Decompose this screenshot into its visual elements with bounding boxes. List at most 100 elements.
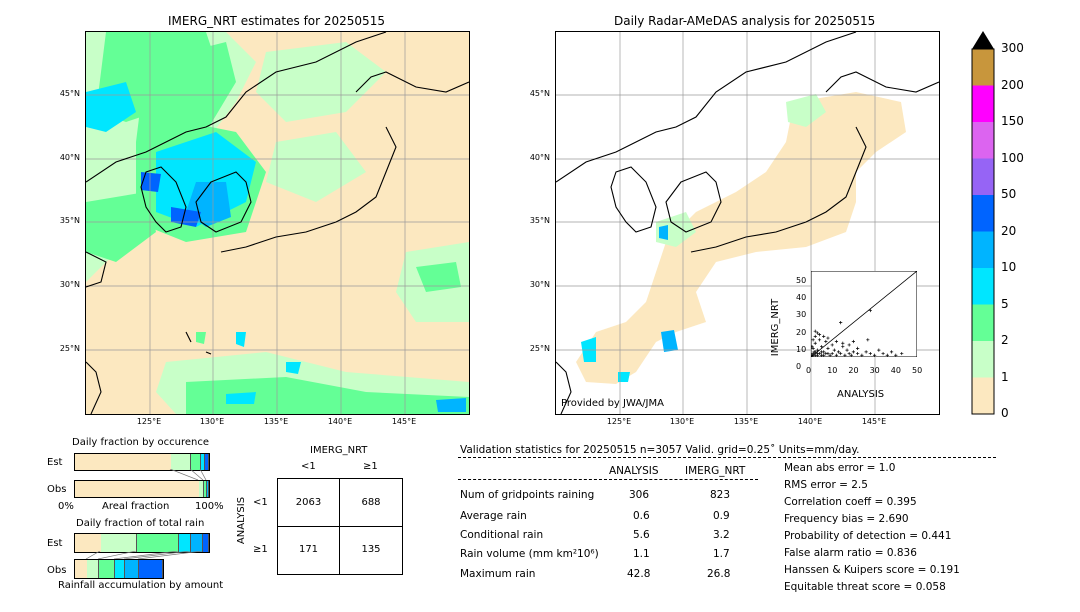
- colorbar: [971, 31, 995, 415]
- cell-01: 688: [361, 497, 381, 508]
- scatter-xtick: 10: [827, 366, 838, 375]
- scatter-point: [830, 351, 834, 356]
- right-lat-45: 45°N: [529, 89, 550, 98]
- row-imerg-1: 0.9: [713, 510, 730, 522]
- left-lon-125: 125°E: [136, 417, 162, 426]
- scatter-point: [826, 351, 830, 356]
- contingency-row-ge1: ≥1: [253, 544, 268, 555]
- scatter-point: [868, 351, 872, 356]
- scatter-point: [815, 348, 819, 352]
- scatter-point: [873, 353, 877, 357]
- left-lon-130: 130°E: [199, 417, 225, 426]
- scatter-point: [811, 338, 815, 342]
- scatter-xtick: 0: [806, 366, 812, 375]
- scatter-point: [811, 345, 814, 349]
- scatter-point: [826, 336, 830, 340]
- colorbar-segment: [972, 231, 994, 268]
- row-analysis-3: 1.1: [633, 548, 650, 560]
- row-analysis-4: 42.8: [627, 568, 651, 580]
- scatter-point: [820, 350, 824, 354]
- scatter-point: [822, 334, 826, 338]
- table-divider: [458, 479, 758, 480]
- grid-lines: [86, 32, 469, 414]
- scatter-ytick: 10: [796, 344, 807, 354]
- row-analysis-2: 5.6: [633, 529, 650, 541]
- scatter-inset: [811, 271, 917, 357]
- colorbar-label: 200: [1001, 77, 1024, 92]
- colorbar-extend-arrow: [972, 31, 994, 49]
- imerg-precip-field: [86, 32, 469, 414]
- left-lat-30: 30°N: [59, 280, 80, 289]
- occurrence-connectors: [169, 469, 207, 480]
- total-est-bar: [74, 533, 210, 553]
- scatter-point: [845, 348, 849, 352]
- contingency-row-title: ANALYSIS: [236, 496, 248, 545]
- colorbar-label: 50: [1001, 187, 1017, 201]
- left-lon-135: 135°E: [263, 417, 289, 426]
- contingency-col-title: IMERG_NRT: [310, 445, 368, 456]
- colorbar-label: 1: [1001, 369, 1009, 384]
- right-lat-25: 25°N: [529, 344, 550, 353]
- right-lon-130: 130°E: [669, 417, 695, 426]
- colorbar-segment: [972, 341, 994, 378]
- row-label-4: Maximum rain: [460, 568, 536, 580]
- total-connectors: [85, 551, 203, 559]
- scatter-point: [813, 350, 817, 354]
- left-lon-145: 145°E: [391, 417, 417, 426]
- scatter-point: [822, 353, 826, 357]
- occurrence-obs-bar: [74, 480, 210, 498]
- scatter-point: [813, 341, 817, 345]
- scatter-point: [841, 341, 845, 345]
- colorbar-segment: [972, 158, 994, 195]
- scatter-point: [843, 353, 847, 357]
- scatter-point: [834, 339, 839, 344]
- row-imerg-3: 1.7: [713, 548, 730, 560]
- scatter-points: [811, 308, 904, 357]
- scatter-point: [815, 351, 819, 356]
- scatter-ytick: 0: [796, 362, 802, 371]
- scatter-point: [817, 333, 822, 337]
- row-label-2: Conditional rain: [460, 529, 544, 541]
- cell-10: 171: [298, 544, 319, 555]
- scatter-point: [824, 339, 828, 344]
- colorbar-segment: [972, 304, 994, 341]
- scatter-point: [839, 321, 843, 325]
- scatter-ytick: 20: [796, 327, 807, 337]
- coastlines: [86, 32, 469, 414]
- cell-11: 135: [361, 544, 381, 555]
- row-imerg-4: 26.8: [707, 568, 731, 580]
- radar-map: Provided by JWA/JMA: [555, 31, 940, 415]
- row-label-0: Num of gridpoints raining: [460, 489, 595, 501]
- scatter-point: [830, 343, 834, 347]
- imerg-map: [85, 31, 470, 415]
- score-hk: Hanssen & Kuipers score = 0.191: [784, 564, 960, 576]
- left-lon-140: 140°E: [327, 417, 353, 426]
- colorbar-segment: [972, 49, 994, 86]
- right-lat-30: 30°N: [529, 280, 550, 289]
- score-ets: Equitable threat score = 0.058: [784, 581, 946, 593]
- occurrence-title: Daily fraction by occurence: [72, 437, 210, 448]
- validation-divider: [458, 457, 996, 458]
- scatter-point: [877, 348, 881, 352]
- scatter-point: [851, 339, 855, 344]
- scatter-point: [866, 338, 870, 342]
- score-mae: Mean abs error = 1.0: [784, 462, 896, 474]
- scatter-point: [828, 353, 832, 357]
- right-lon-140: 140°E: [797, 417, 823, 426]
- colorbar-segments: [972, 49, 994, 414]
- data-credit: Provided by JWA/JMA: [561, 398, 664, 409]
- row-analysis-1: 0.6: [633, 510, 650, 522]
- scatter-point: [841, 345, 845, 349]
- scatter-ytick: 30: [796, 310, 807, 320]
- scatter-point: [820, 345, 824, 349]
- scatter-xlabel: ANALYSIS: [837, 389, 885, 400]
- occurrence-est-bar: [74, 453, 210, 471]
- colorbar-label: 0: [1001, 406, 1009, 420]
- scatter-point: [847, 343, 851, 347]
- right-lon-125: 125°E: [606, 417, 632, 426]
- scatter-point: [826, 346, 830, 350]
- row-analysis-0: 306: [629, 489, 650, 501]
- contingency-table: 2063 688 171 135: [277, 478, 403, 575]
- validation-header: Validation statistics for 20250515 n=305…: [460, 444, 860, 456]
- scatter-point: [847, 351, 851, 356]
